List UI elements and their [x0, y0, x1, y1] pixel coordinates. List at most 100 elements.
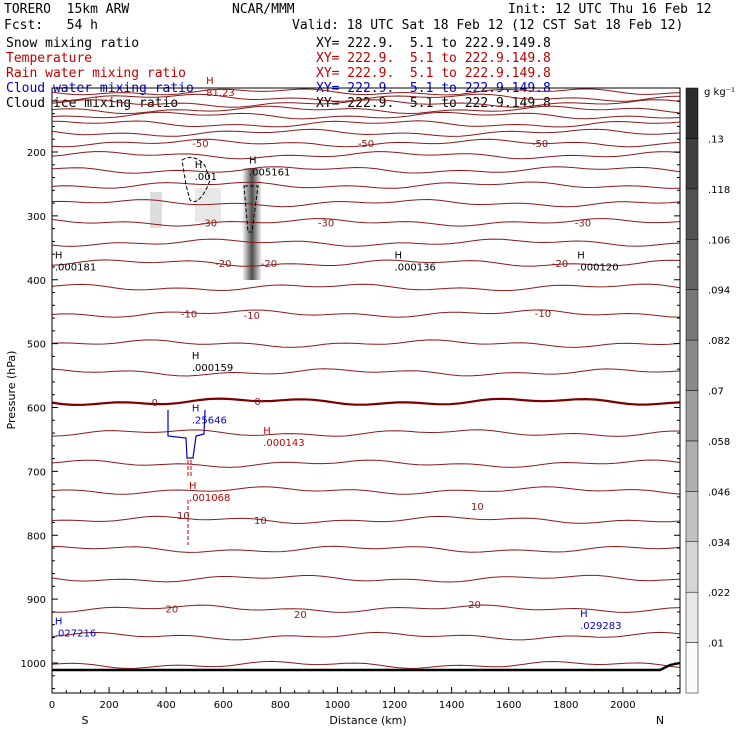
- x-tick-label: 0: [49, 700, 55, 711]
- colorbar-label: .034: [708, 538, 730, 549]
- isotherm-lines: [51, 88, 681, 669]
- extremum-value: .000120: [577, 262, 618, 273]
- x-tick-label: 1400: [439, 700, 464, 711]
- colorbar: .01 .022 .034 .046 .058 .07 .082 .094 .106 .118 .1…: [685, 87, 730, 694]
- colorbar-swatch: [685, 188, 699, 240]
- extremum-value: .000136: [395, 262, 436, 273]
- field-temperature-name: Temperature: [6, 51, 93, 66]
- extremum-marker: H: [580, 609, 588, 620]
- temperature-label: -10: [244, 311, 260, 322]
- freezing-level-line: [51, 397, 681, 407]
- temperature-label: -20: [261, 259, 277, 270]
- isotherm-line: [51, 138, 681, 148]
- extremum-value: .000181: [55, 262, 96, 273]
- temperature-label: 10: [254, 516, 267, 527]
- colorbar-swatch: [685, 440, 699, 492]
- colorbar-swatch: [685, 138, 699, 190]
- extremum-marker: H: [206, 76, 214, 87]
- y-tick-label: 700: [27, 467, 46, 478]
- x-tick-label: 1800: [553, 700, 578, 711]
- extremum-value: .029283: [580, 621, 621, 632]
- isotherm-line: [51, 111, 681, 120]
- colorbar-swatch: [685, 289, 699, 341]
- colorbar-swatch: [685, 491, 699, 543]
- extremum-marker: H: [192, 404, 200, 415]
- colorbar-swatch: [685, 541, 699, 593]
- y-tick-label: 1000: [21, 659, 46, 670]
- y-tick-label: 800: [27, 531, 46, 542]
- extremum-value: .000159: [192, 363, 233, 374]
- x-axis: 0 200 400 600 800 1000 1200 1400 1600 1800 2000: [49, 687, 681, 711]
- extremum-marker: H: [55, 616, 63, 627]
- isotherm-line: [51, 631, 681, 641]
- isotherm-line: [51, 99, 681, 108]
- colorbar-label: .058: [708, 437, 730, 448]
- isotherm-line: [51, 259, 681, 267]
- colorbar-label: .082: [708, 336, 730, 347]
- isotherm-line: [51, 660, 681, 669]
- extremum-marker: H: [189, 481, 197, 492]
- isotherm-line: [51, 486, 681, 495]
- init-time: Init: 12 UTC Thu 16 Feb 12: [508, 2, 712, 17]
- x-tick-label: 800: [271, 700, 290, 711]
- extremum-value: .001: [195, 172, 217, 183]
- x-axis-title: Distance (km): [329, 714, 406, 727]
- temperature-label: -30: [201, 218, 217, 229]
- forecast-hour: Fcst: 54 h: [4, 18, 98, 33]
- y-tick-label: 500: [27, 340, 46, 351]
- snow-patch-left: [150, 192, 162, 228]
- colorbar-swatch: [685, 591, 699, 643]
- y-tick-label: 900: [27, 595, 46, 606]
- temperature-label: 10: [177, 511, 190, 522]
- extremum-marker: H: [249, 156, 257, 167]
- extremum-marker: H: [55, 250, 63, 261]
- temperature-label: 20: [468, 600, 481, 611]
- colorbar-swatch: [685, 339, 699, 391]
- y-tick-label: 400: [27, 276, 46, 287]
- south-label: S: [82, 714, 89, 727]
- isotherm-line: [51, 545, 681, 553]
- temperature-label: -20: [552, 259, 568, 270]
- colorbar-swatch: [685, 239, 699, 290]
- y-axis-title: Pressure (hPa): [5, 351, 18, 430]
- x-tick-label: 200: [100, 700, 119, 711]
- temperature-label: -20: [215, 259, 231, 270]
- extremum-value: .000143: [263, 438, 304, 449]
- temperature-label: 0: [254, 397, 260, 408]
- isotherm-line: [51, 218, 681, 227]
- extremum-value: .027216: [55, 628, 96, 639]
- colorbar-label: .022: [708, 588, 730, 599]
- mixing-ratio-contours: [167, 157, 259, 545]
- snow-column-main: [242, 168, 262, 280]
- ice-contour: [181, 157, 211, 203]
- valid-time: Valid: 18 UTC Sat 18 Feb 12 (12 CST Sat …: [292, 18, 684, 33]
- temperature-label: 20: [166, 605, 179, 616]
- north-label: N: [656, 714, 664, 727]
- center-label: NCAR/MMM: [232, 2, 295, 17]
- colorbar-unit: g kg⁻¹: [704, 87, 735, 98]
- temperature-label: -10: [535, 309, 551, 320]
- isotherm-line: [51, 238, 681, 247]
- colorbar-label: .094: [708, 286, 730, 297]
- isotherm-line: [51, 515, 681, 524]
- isotherm-line: [51, 166, 681, 174]
- colorbar-label: .118: [708, 185, 730, 196]
- isotherm-line: [51, 339, 681, 348]
- temperature-label: -10: [181, 310, 197, 321]
- y-tick-label: 200: [27, 148, 46, 159]
- field-snow-xy: XY= 222.9. 5.1 to 222.9.149.8: [316, 36, 551, 51]
- isotherm-line: [51, 88, 681, 96]
- temperature-labels: -50 -50 -50 -30 -30 -30 -20 -20 -20 -10 -10 -10 0 0 10…: [152, 139, 592, 621]
- isotherm-line: [51, 105, 681, 115]
- field-rain-xy: XY= 222.9. 5.1 to 222.9.149.8: [316, 66, 551, 81]
- x-tick-label: 2000: [610, 700, 635, 711]
- colorbar-label: .07: [708, 387, 724, 398]
- isotherm-line: [51, 368, 681, 377]
- colorbar-label: .106: [708, 235, 730, 246]
- plot-frame: [51, 87, 681, 694]
- temperature-label: 0: [152, 398, 158, 409]
- model-label: TORERO 15km ARW: [4, 2, 130, 17]
- extremum-marker: H: [192, 351, 200, 362]
- isotherm-line: [51, 604, 681, 613]
